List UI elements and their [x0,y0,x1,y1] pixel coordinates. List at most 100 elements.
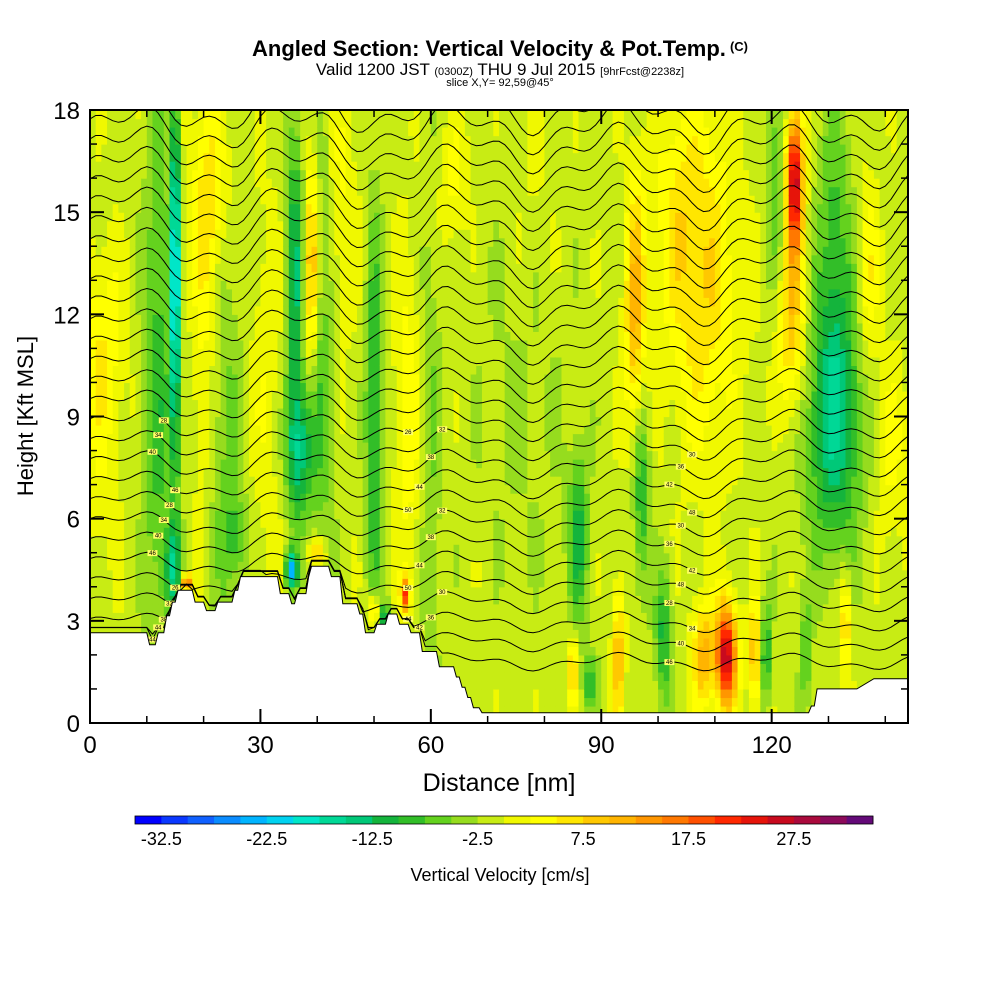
velocity-cell [356,510,364,520]
velocity-cell [169,118,176,128]
velocity-cell [476,399,483,409]
velocity-cell [294,535,301,545]
velocity-cell [283,339,290,349]
velocity-cell [220,263,227,273]
velocity-cell [277,339,284,349]
velocity-cell [345,467,352,477]
velocity-cell [203,254,210,264]
velocity-cell [180,195,188,205]
velocity-cell [203,365,210,375]
velocity-cell [453,518,460,528]
velocity-cell [447,586,455,596]
velocity-cell [436,467,443,477]
velocity-cell [311,237,318,247]
velocity-cell [402,493,409,503]
velocity-cell [220,288,227,298]
velocity-cell [385,493,392,503]
velocity-cell [146,416,154,426]
velocity-cell [141,586,148,596]
velocity-cell [118,288,125,298]
velocity-cell [322,467,330,477]
velocity-cell [356,569,364,579]
velocity-cell [470,680,477,690]
velocity-cell [254,561,262,571]
velocity-cell [232,561,239,571]
velocity-cell [146,510,154,520]
velocity-cell [322,365,330,375]
velocity-cell [385,586,392,596]
velocity-cell [254,527,262,537]
velocity-cell [141,442,148,452]
velocity-cell [214,288,222,298]
velocity-cell [442,246,449,256]
velocity-cell [442,280,449,290]
velocity-cell [260,305,267,315]
velocity-cell [112,569,119,579]
velocity-cell [141,595,148,605]
velocity-cell [118,416,125,426]
velocity-cell [277,407,284,418]
velocity-cell [266,450,273,460]
velocity-cell [209,135,216,145]
velocity-cell [436,212,443,222]
velocity-cell [396,127,404,137]
velocity-cell [294,280,301,290]
velocity-cell [232,535,239,545]
velocity-cell [356,484,364,494]
velocity-cell [311,186,318,196]
velocity-cell [379,518,386,528]
velocity-cell [436,271,443,281]
velocity-cell [180,144,188,154]
velocity-cell [209,603,216,613]
velocity-cell [385,484,392,494]
velocity-cell [129,382,137,392]
velocity-cell [175,416,182,426]
velocity-cell [163,382,171,392]
velocity-cell [260,552,267,562]
velocity-cell [362,152,369,162]
velocity-cell [249,561,256,571]
velocity-cell [391,314,398,324]
velocity-cell [408,161,415,171]
velocity-cell [101,399,108,409]
velocity-cell [368,416,375,426]
velocity-cell [254,237,262,247]
velocity-cell [385,271,392,281]
velocity-cell [107,493,114,503]
velocity-cell [402,331,409,341]
velocity-cell [135,382,142,392]
velocity-cell [175,220,182,230]
velocity-cell [419,493,426,503]
velocity-cell [220,578,227,588]
velocity-cell [271,152,279,162]
velocity-cell [260,152,267,162]
velocity-cell [232,399,239,409]
velocity-cell [430,407,438,418]
velocity-cell [464,561,472,571]
velocity-cell [447,476,455,486]
velocity-cell [413,339,421,349]
velocity-cell [311,365,318,375]
velocity-cell [237,433,244,443]
velocity-cell [436,476,443,486]
velocity-cell [470,195,477,205]
velocity-cell [402,450,409,460]
velocity-cell [90,373,97,384]
velocity-cell [339,382,347,392]
velocity-cell [226,246,233,256]
velocity-cell [328,127,335,137]
velocity-cell [186,229,193,239]
velocity-cell [129,561,137,571]
velocity-cell [413,203,421,213]
velocity-cell [203,433,210,443]
velocity-cell [447,416,455,426]
velocity-cell [112,195,119,205]
velocity-cell [419,110,426,120]
velocity-cell [436,552,443,562]
velocity-cell [175,263,182,273]
velocity-cell [226,118,233,128]
velocity-cell [237,331,244,341]
velocity-cell [146,186,154,196]
velocity-cell [305,373,313,384]
velocity-cell [209,373,216,384]
